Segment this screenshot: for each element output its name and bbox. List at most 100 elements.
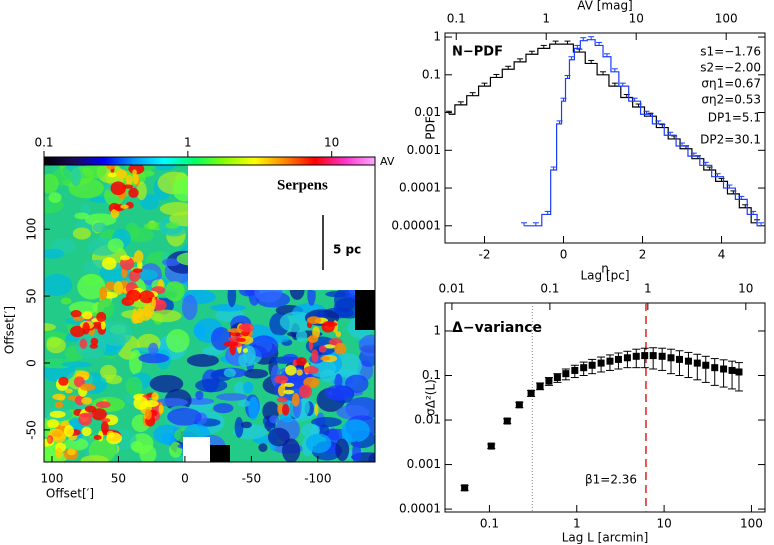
map-filament xyxy=(93,435,102,440)
point xyxy=(545,377,553,385)
x2-tick-label: 0.1 xyxy=(540,282,559,296)
map-filament xyxy=(276,397,288,403)
map-filament xyxy=(73,376,85,388)
map-texture xyxy=(195,390,204,401)
x-tick-label: -2 xyxy=(479,248,491,262)
map-texture xyxy=(242,381,254,394)
map-filament xyxy=(158,404,164,414)
map-filament xyxy=(81,426,92,437)
map-texture xyxy=(165,222,179,229)
annotation: s2=−2.00 xyxy=(700,61,761,75)
map-filament xyxy=(89,343,98,349)
y-tick-label: 0.01 xyxy=(414,105,441,119)
map-filament xyxy=(106,432,122,445)
map-filament xyxy=(137,307,144,318)
map-texture xyxy=(77,273,106,300)
x-tick-label: 0.1 xyxy=(480,517,499,531)
map-filament xyxy=(314,403,319,416)
map-filament xyxy=(99,286,108,301)
map-texture xyxy=(167,407,202,426)
y-tick-label: -50 xyxy=(25,420,39,440)
map-filament xyxy=(242,348,249,353)
map-texture xyxy=(138,353,170,364)
y-tick-label: 0.00001 xyxy=(391,218,441,232)
y-tick-label: 0.0001 xyxy=(399,181,441,195)
map-texture xyxy=(70,166,81,187)
y-tick-label: 50 xyxy=(25,288,39,303)
map-texture xyxy=(82,165,107,179)
map-texture xyxy=(240,421,252,429)
map-texture xyxy=(300,423,321,438)
map-filament xyxy=(311,349,319,363)
map-filament xyxy=(55,447,63,459)
map-filament xyxy=(325,321,338,327)
x-tick-label: 1 xyxy=(573,517,581,531)
point xyxy=(503,417,511,425)
map-filament xyxy=(126,289,141,302)
map-filament xyxy=(132,169,137,176)
map-texture xyxy=(311,416,342,428)
map-filament xyxy=(67,448,76,456)
map-texture xyxy=(267,427,290,447)
y-axis-label: Offset[′] xyxy=(3,306,17,354)
map-texture xyxy=(99,320,133,347)
x-axis-label: Offset[′] xyxy=(46,487,94,501)
map-texture xyxy=(136,181,147,201)
y-axis-label: σΔ²(L) xyxy=(424,379,438,416)
map-filament xyxy=(81,397,93,405)
y-tick-label: 0.1 xyxy=(422,368,441,382)
map-texture xyxy=(63,437,89,451)
x-tick-label: 50 xyxy=(111,472,126,486)
pdf-line xyxy=(524,39,762,227)
map-texture xyxy=(223,368,236,378)
x2-tick-label: 0.01 xyxy=(439,282,466,296)
y-tick-label: 0 xyxy=(25,359,39,367)
point xyxy=(623,354,631,362)
point xyxy=(527,389,535,397)
map-texture xyxy=(195,378,228,393)
map-texture xyxy=(44,273,73,297)
annotation: DP1=5.1 xyxy=(708,111,761,125)
map-filament xyxy=(63,425,75,437)
frame xyxy=(444,302,766,513)
x-tick-label: 4 xyxy=(718,248,726,262)
y-axis-label: PDF xyxy=(424,116,438,139)
x-axis-label: Lag L [arcmin] xyxy=(562,531,649,545)
map-filament xyxy=(72,316,85,321)
map-edge xyxy=(210,445,230,462)
map-texture xyxy=(161,432,175,446)
map-filament xyxy=(46,419,60,429)
point xyxy=(735,368,743,376)
map-filament xyxy=(303,366,319,375)
point xyxy=(728,366,736,374)
map-edge xyxy=(355,290,375,330)
map-texture xyxy=(186,354,219,367)
map-texture xyxy=(282,353,299,362)
map-filament xyxy=(110,209,120,219)
map-texture xyxy=(60,297,72,305)
map-filament xyxy=(151,296,156,310)
point xyxy=(711,364,719,372)
map-filament xyxy=(105,281,116,291)
map-texture xyxy=(48,192,62,203)
map-filament xyxy=(107,172,117,178)
map-texture xyxy=(237,399,251,408)
annotation: β1=2.36 xyxy=(585,473,637,487)
map-filament xyxy=(223,341,239,348)
map-filament xyxy=(128,187,139,198)
map-filament xyxy=(46,436,52,443)
point xyxy=(649,352,657,360)
panel-title: Δ−variance xyxy=(452,320,542,336)
map-mask xyxy=(188,165,375,290)
map-filament xyxy=(106,165,116,170)
map-texture xyxy=(84,213,117,227)
map-filament xyxy=(90,337,99,346)
map-filament xyxy=(70,309,82,318)
map-filament xyxy=(110,181,126,196)
x2-tick-label: 10 xyxy=(738,282,753,296)
map-filament xyxy=(306,316,322,325)
annotation: s1=−1.76 xyxy=(700,45,761,59)
map-filament xyxy=(95,401,111,409)
map-texture xyxy=(243,368,269,379)
point xyxy=(641,352,649,360)
